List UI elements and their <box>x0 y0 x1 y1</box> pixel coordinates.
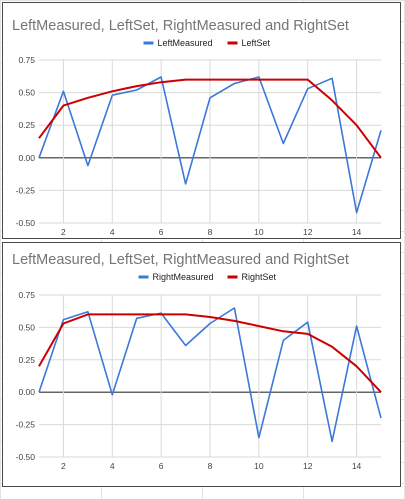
y-tick-label: -0.25 <box>16 185 36 195</box>
x-tick-label: 12 <box>303 461 313 471</box>
line-chart-left: LeftMeasured, LeftSet, RightMeasured and… <box>12 18 382 237</box>
x-tick-label: 12 <box>303 227 313 237</box>
x-tick-label: 2 <box>61 227 66 237</box>
legend: LeftMeasured LeftSet <box>143 38 271 48</box>
y-tick-label: 0.75 <box>18 290 35 300</box>
x-tick-label: 10 <box>254 227 264 237</box>
x-tick-label: 4 <box>110 227 115 237</box>
chart-panel-left[interactable]: LeftMeasured, LeftSet, RightMeasured and… <box>2 2 401 239</box>
y-tick-label: 0.75 <box>18 55 35 65</box>
chart-panel-right[interactable]: LeftMeasured, LeftSet, RightMeasured and… <box>2 242 401 487</box>
line-chart-right: LeftMeasured, LeftSet, RightMeasured and… <box>12 252 382 471</box>
y-tick-label: -0.50 <box>16 218 36 228</box>
x-tick-label: 14 <box>352 227 362 237</box>
x-tick-label: 10 <box>254 461 264 471</box>
y-tick-label: 0.00 <box>18 153 35 163</box>
x-tick-label: 2 <box>61 461 66 471</box>
chart-title: LeftMeasured, LeftSet, RightMeasured and… <box>12 18 349 34</box>
chart-title: LeftMeasured, LeftSet, RightMeasured and… <box>12 252 349 268</box>
y-tick-label: 0.25 <box>18 355 35 365</box>
legend-label-rightmeasured: RightMeasured <box>153 272 214 282</box>
x-tick-label: 6 <box>159 461 164 471</box>
x-tick-label: 4 <box>110 461 115 471</box>
y-tick-label: 0.25 <box>18 120 35 130</box>
y-tick-label: -0.50 <box>16 452 36 462</box>
y-tick-label: -0.25 <box>16 420 36 430</box>
series-line-leftmeasured <box>38 76 382 214</box>
y-tick-label: 0.50 <box>18 88 35 98</box>
series-line-rightset <box>38 313 382 393</box>
legend: RightMeasured RightSet <box>138 272 277 282</box>
y-tick-label: 0.50 <box>18 322 35 332</box>
series-line-rightmeasured <box>38 307 382 443</box>
x-tick-label: 8 <box>208 227 213 237</box>
x-tick-label: 8 <box>208 461 213 471</box>
legend-label-leftset: LeftSet <box>242 38 271 48</box>
y-tick-label: 0.00 <box>18 387 35 397</box>
series-line-leftset <box>38 78 382 159</box>
x-tick-label: 14 <box>352 461 362 471</box>
legend-label-leftmeasured: LeftMeasured <box>158 38 213 48</box>
legend-label-rightset: RightSet <box>242 272 277 282</box>
x-tick-label: 6 <box>159 227 164 237</box>
